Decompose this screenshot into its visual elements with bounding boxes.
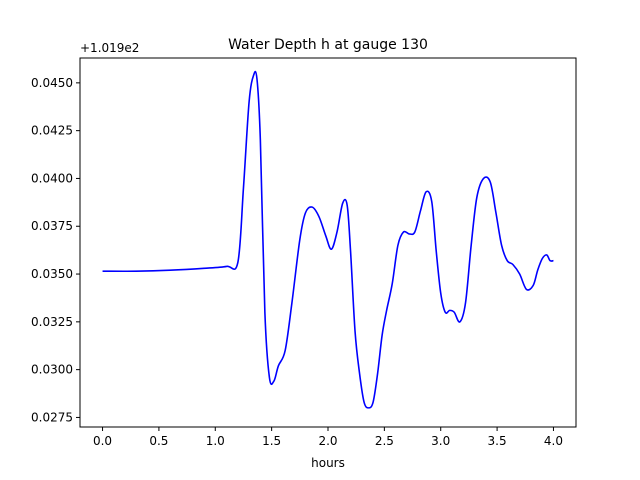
x-tick-label: 0.5 <box>149 434 168 448</box>
x-tick-label: 1.0 <box>206 434 225 448</box>
x-tick-label: 3.0 <box>431 434 450 448</box>
y-tick-label: 0.0450 <box>31 76 73 90</box>
y-axis-ticks: 0.0275 0.0300 0.0325 0.0350 0.0375 0.0400 0.04… <box>31 76 80 424</box>
x-tick-label: 3.5 <box>488 434 507 448</box>
y-tick-label: 0.0300 <box>31 363 73 377</box>
y-tick-label: 0.0350 <box>31 267 73 281</box>
y-tick-label: 0.0400 <box>31 171 73 185</box>
y-tick-label: 0.0325 <box>31 315 73 329</box>
plot-area-frame <box>79 57 577 428</box>
x-axis-label: hours <box>311 456 345 470</box>
x-axis-ticks: 0.0 0.5 1.0 1.5 2.0 2.5 3.0 3.5 4.0 <box>93 427 563 448</box>
y-tick-label: 0.0375 <box>31 219 73 233</box>
x-tick-label: 1.5 <box>262 434 281 448</box>
y-axis-offset-label: +1.019e2 <box>80 41 139 55</box>
x-tick-label: 2.0 <box>318 434 337 448</box>
chart-title: Water Depth h at gauge 130 <box>228 37 428 53</box>
x-tick-label: 0.0 <box>93 434 112 448</box>
y-tick-label: 0.0425 <box>31 124 73 138</box>
x-tick-label: 4.0 <box>544 434 563 448</box>
y-tick-label: 0.0275 <box>31 410 73 424</box>
water-depth-series-line <box>102 70 554 409</box>
x-tick-label: 2.5 <box>375 434 394 448</box>
